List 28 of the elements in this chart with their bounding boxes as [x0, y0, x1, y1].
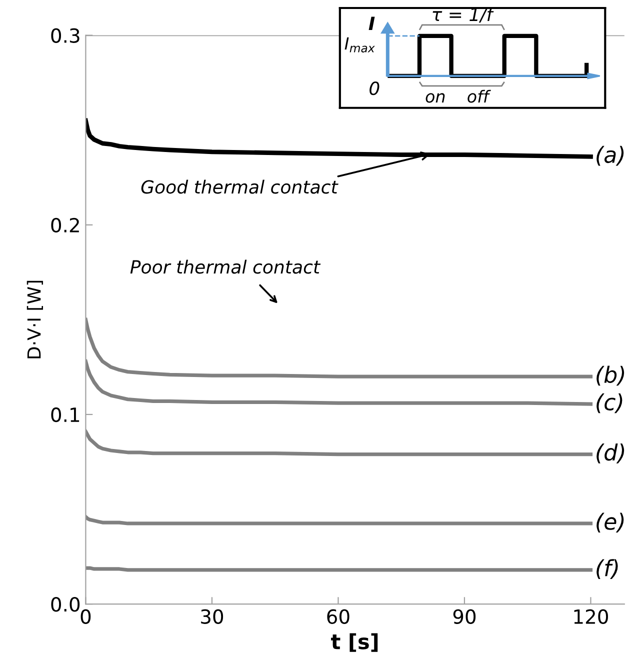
series-label: (e)	[596, 512, 624, 533]
x-tick-label: 120	[574, 609, 608, 624]
line-series	[86, 515, 593, 526]
text: I	[368, 16, 375, 30]
annotation: Poor thermal contact	[130, 260, 321, 274]
y-tick-label: 0.1	[51, 407, 80, 422]
x-tick-label: 30	[201, 609, 224, 624]
x-tick-label: 0	[80, 609, 91, 624]
annotation: off	[468, 90, 491, 103]
annotation: Good thermal contact	[141, 180, 338, 194]
line-series	[86, 318, 593, 378]
y-tick-label: 0.2	[51, 218, 79, 233]
series-label: (f)	[596, 559, 618, 579]
y-tick-label: 0.3	[51, 28, 80, 43]
annotation: on	[426, 93, 445, 103]
x-axis-title: t [s]	[330, 633, 378, 652]
line-series	[86, 430, 593, 456]
series-label: (c)	[596, 393, 622, 414]
line-series	[86, 360, 593, 406]
annotation: I$_{max}$	[344, 37, 375, 52]
x-tick-label: 60	[327, 609, 350, 624]
series-label: (a)	[596, 146, 624, 166]
y-tick-label: 0.0	[51, 597, 80, 612]
series-label: (d)	[596, 444, 624, 464]
series-label: (b)	[596, 366, 624, 386]
y-axis-title: D·V·I [W]	[26, 280, 43, 358]
x-tick-label: 90	[453, 609, 476, 624]
annotation: 0	[370, 81, 380, 96]
